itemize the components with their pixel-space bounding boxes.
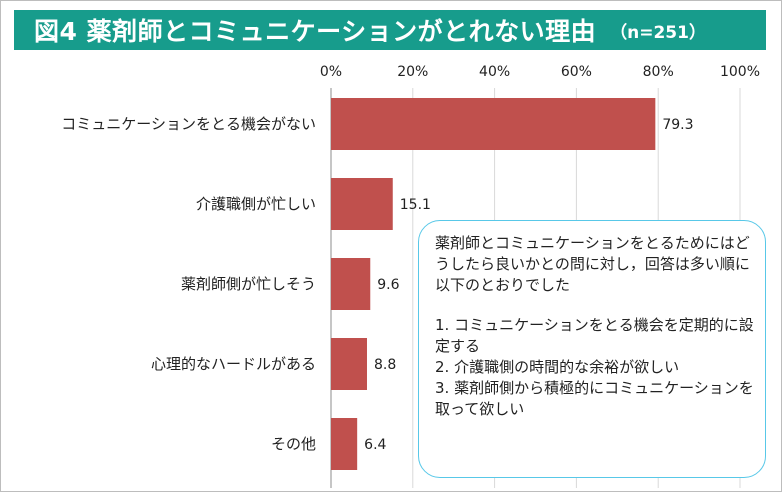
category-label: その他	[271, 435, 316, 453]
category-label: 心理的なハードルがある	[151, 355, 316, 373]
note-intro: 薬剤師とコミュニケーションをとるためにはどうしたら良いかとの問に対し，回答は多い…	[435, 234, 750, 294]
category-label: 薬剤師側が忙しそう	[181, 275, 316, 293]
x-tick-label: 100%	[720, 64, 760, 80]
note-item-3: 3. 薬剤師側から積極的にコミュニケーションを取って欲しい	[435, 379, 754, 418]
category-label: コミュニケーションをとる機会がない	[61, 115, 316, 133]
value-label: 6.4	[364, 437, 386, 453]
note-box: 薬剤師とコミュニケーションをとるためにはどうしたら良いかとの問に対し，回答は多い…	[418, 220, 766, 478]
x-tick-label: 20%	[397, 64, 428, 80]
value-label: 8.8	[374, 357, 396, 373]
bar	[331, 338, 367, 390]
x-tick-label: 80%	[643, 64, 674, 80]
x-tick-label: 0%	[320, 64, 342, 80]
x-tick-label: 40%	[479, 64, 510, 80]
bar	[331, 258, 371, 310]
bar	[331, 98, 656, 150]
bar	[331, 418, 358, 470]
title-bar: 図4 薬剤師とコミュニケーションがとれない理由 （n=251）	[14, 10, 766, 50]
x-tick-label: 60%	[561, 64, 592, 80]
note-item-2: 2. 介護職側の時間的な余裕が欲しい	[435, 358, 680, 376]
note-item-1: 1. コミュニケーションをとる機会を定期的に設定する	[435, 316, 754, 355]
bar	[331, 178, 393, 230]
sample-size: （n=251）	[610, 22, 706, 43]
chart-title: 図4 薬剤師とコミュニケーションがとれない理由	[34, 17, 597, 46]
value-label: 9.6	[377, 277, 399, 293]
category-label: 介護職側が忙しい	[196, 195, 316, 213]
category-labels: コミュニケーションをとる機会がない介護職側が忙しい薬剤師側が忙しそう心理的なハー…	[61, 115, 316, 453]
value-label: 79.3	[662, 117, 693, 133]
bars	[331, 98, 656, 470]
value-label: 15.1	[400, 197, 431, 213]
value-labels: 79.3 15.1 9.6 8.8 6.4	[364, 117, 693, 453]
x-axis-ticks: 0% 20% 40% 60% 80% 100%	[320, 64, 760, 80]
